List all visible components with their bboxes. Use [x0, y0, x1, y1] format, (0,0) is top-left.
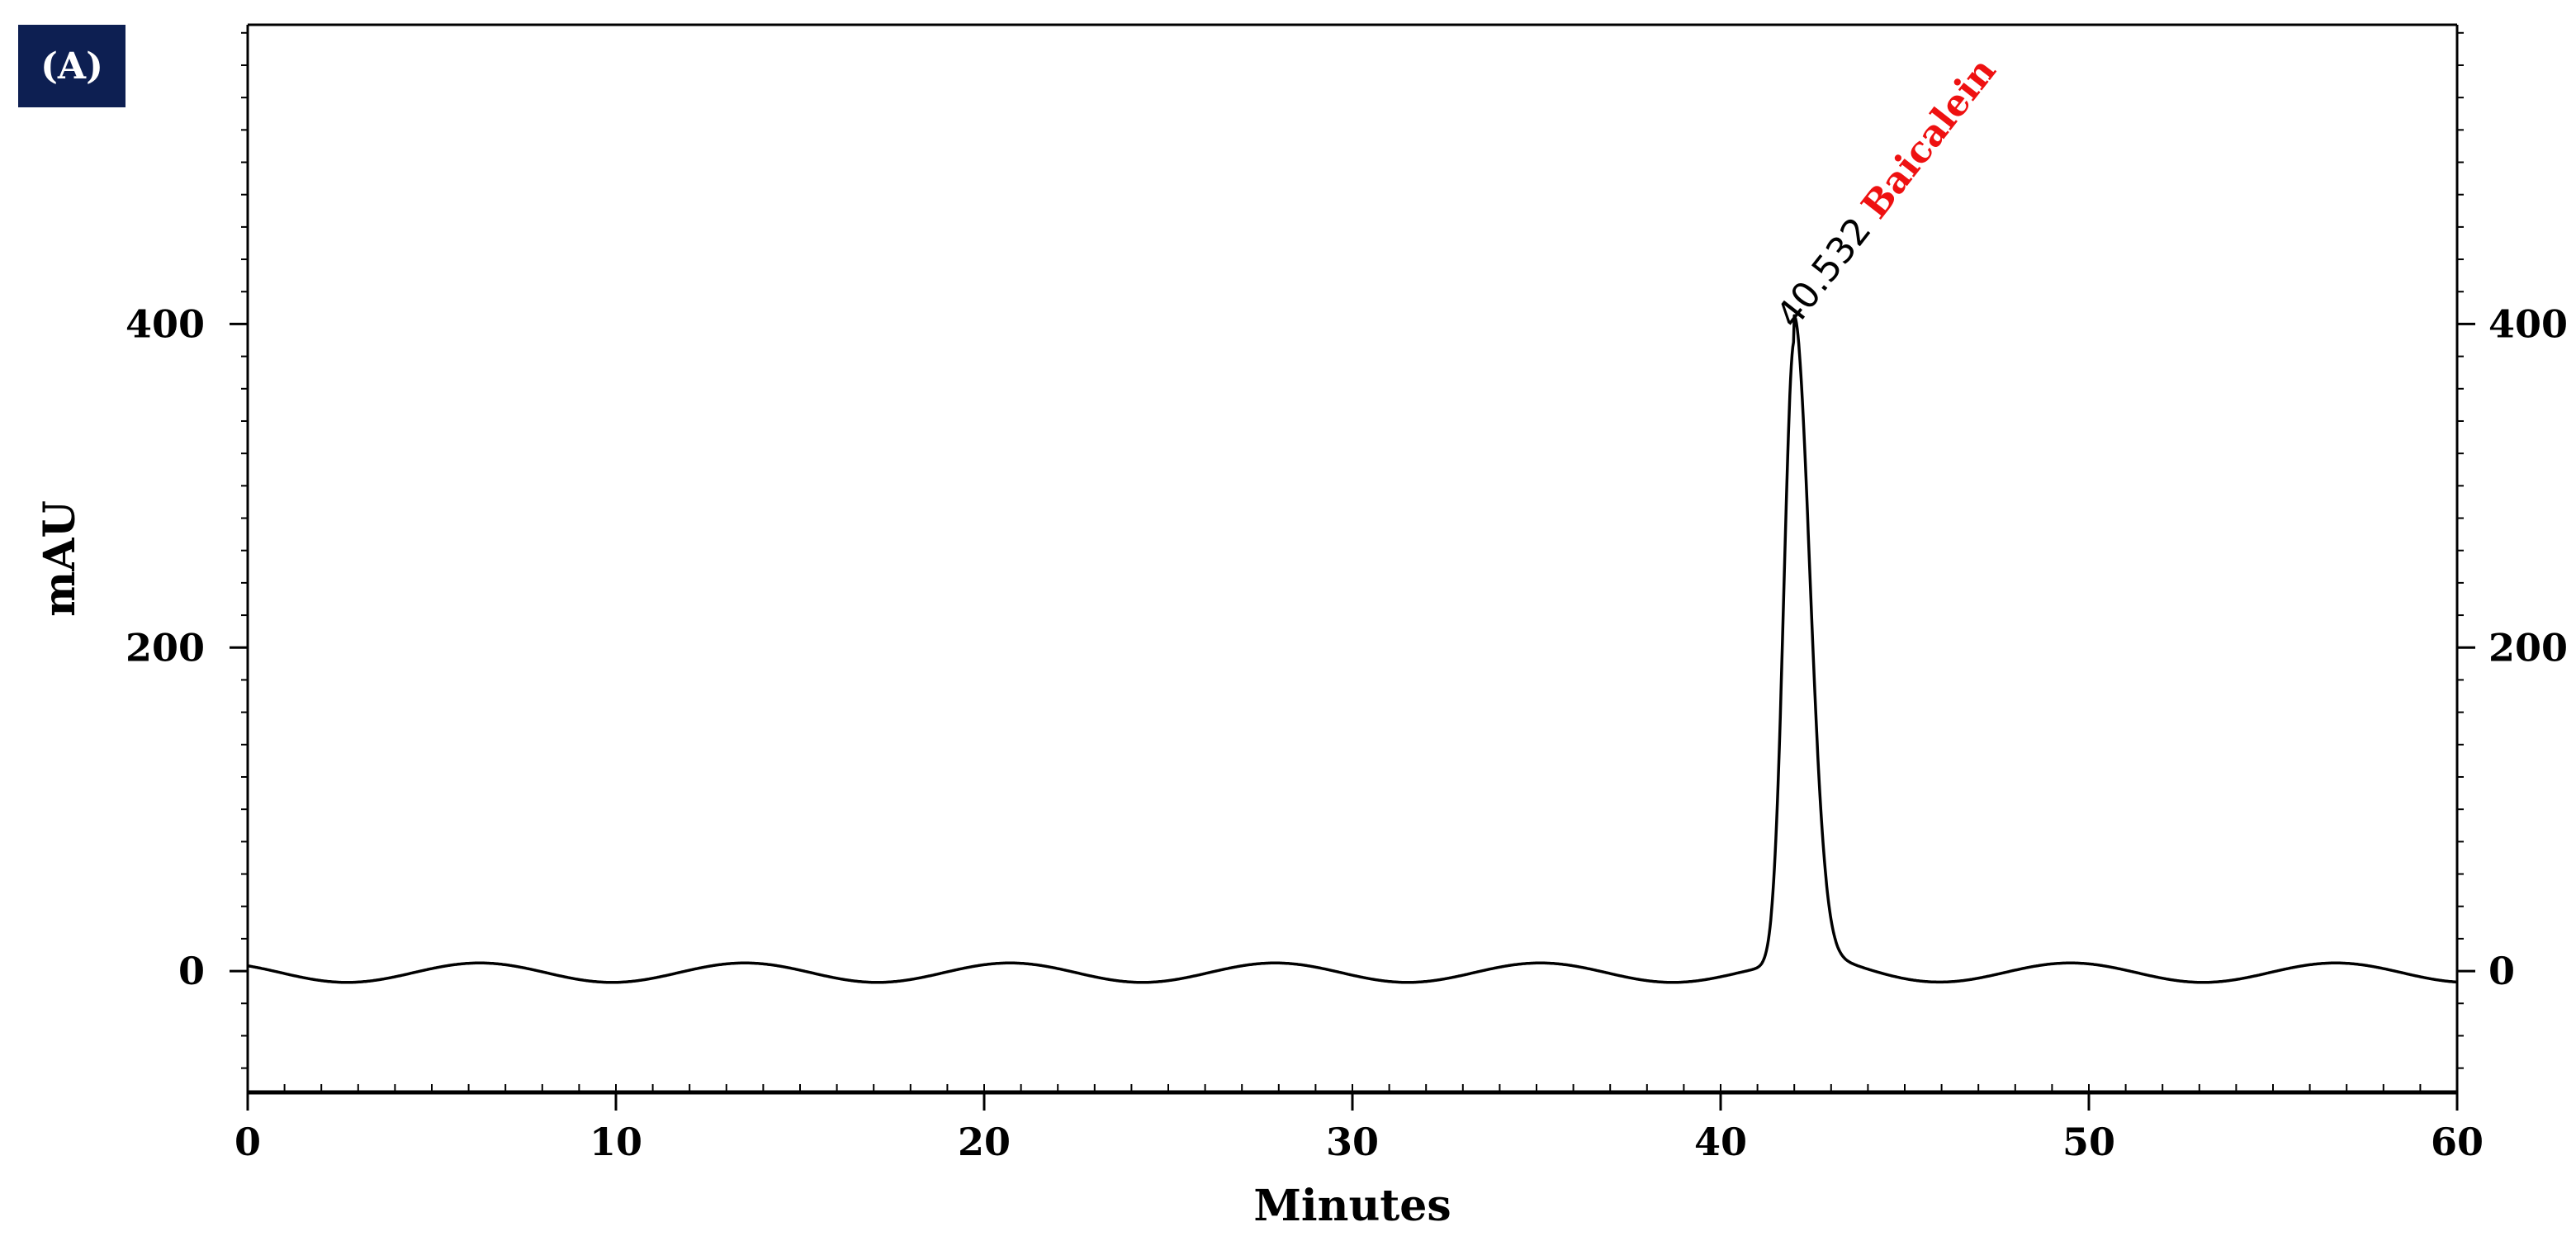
peak-annotations: 40.532 Baicalein: [1769, 50, 2005, 336]
chromatogram-trace: [247, 314, 2458, 984]
axes-frame: [246, 23, 2459, 1095]
y-axis-left-ticks: 0 200 400: [125, 301, 248, 993]
y-right-tick-label: 0: [2488, 949, 2515, 993]
panel-label-badge: (A): [18, 25, 125, 107]
y-left-tick-label: 200: [125, 625, 205, 670]
x-axis-title: Minutes: [1253, 1181, 1451, 1231]
x-tick-label: 30: [1326, 1120, 1379, 1164]
x-tick-label: 40: [1694, 1120, 1747, 1164]
y-axis-title: mAU: [35, 500, 85, 617]
minor-ticks: [241, 31, 2464, 1092]
x-tick-label: 10: [590, 1120, 642, 1164]
x-tick-label: 50: [2062, 1120, 2115, 1164]
peak-compound-name: Baicalein: [1854, 50, 2004, 227]
peak-label: 40.532 Baicalein: [1769, 50, 2005, 336]
x-axis-ticks: 0 10 20 30 40 50 60: [234, 1092, 2484, 1164]
y-right-tick-label: 400: [2488, 301, 2568, 346]
y-axis-right-ticks: 0 200 400: [2457, 301, 2568, 993]
x-tick-label: 20: [958, 1120, 1011, 1164]
y-left-tick-label: 400: [125, 301, 205, 346]
x-tick-label: 0: [234, 1120, 261, 1164]
y-left-tick-label: 0: [178, 949, 205, 993]
peak-retention-time: 40.532: [1769, 201, 1887, 336]
x-tick-label: 60: [2431, 1120, 2484, 1164]
y-right-tick-label: 200: [2488, 625, 2568, 670]
